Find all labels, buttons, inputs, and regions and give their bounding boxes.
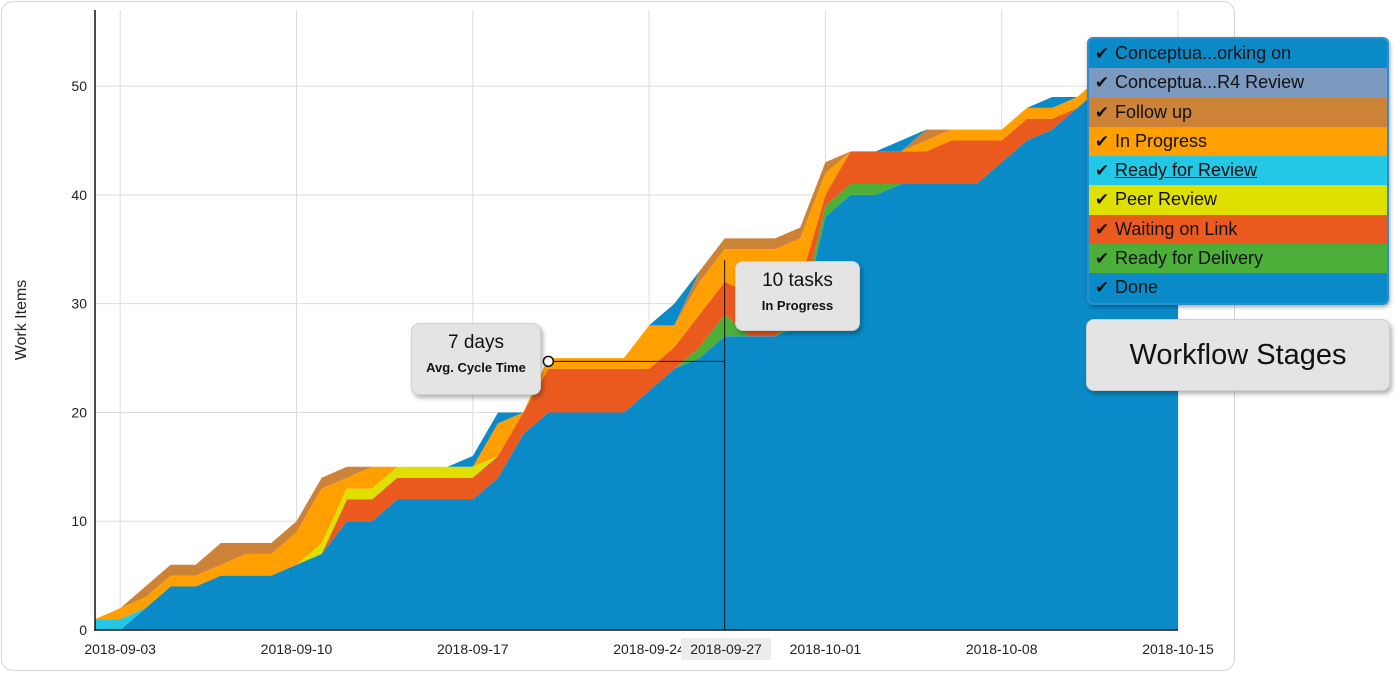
legend-item[interactable]: ✔ Conceptua...R4 Review	[1089, 68, 1387, 98]
area-series	[95, 75, 1178, 631]
legend-item-label: Ready for Review	[1115, 160, 1258, 181]
checkmark-icon[interactable]: ✔	[1094, 278, 1110, 298]
x-tick-label: 2018-09-17	[437, 641, 509, 657]
legend-item[interactable]: ✔ Conceptua...orking on	[1089, 39, 1387, 69]
legend-item[interactable]: ✔ Waiting on Link	[1089, 214, 1387, 245]
area-follow-up	[95, 75, 1178, 620]
legend: ✔ Conceptua...orking on ✔ Conceptua...R4 Re…	[1087, 37, 1389, 305]
legend-item[interactable]: ✔ Follow up	[1089, 97, 1387, 127]
wip-value: 10 tasks	[762, 270, 833, 291]
y-tick-label: 0	[79, 622, 87, 638]
legend-item-label: Conceptua...R4 Review	[1115, 72, 1305, 93]
checkmark-icon[interactable]: ✔	[1094, 219, 1110, 239]
wip-callout[interactable]: 10 tasks In Progress	[735, 261, 860, 331]
workflow-stages-button[interactable]: Workflow Stages	[1086, 319, 1390, 391]
y-tick-label: 50	[71, 78, 87, 94]
area-in-progress	[95, 75, 1178, 620]
checkmark-icon[interactable]: ✔	[1094, 161, 1110, 181]
legend-item-label: Waiting on Link	[1115, 218, 1238, 239]
x-tick-label: 2018-10-01	[790, 641, 862, 657]
cycle-time-callout[interactable]: 7 days Avg. Cycle Time	[411, 323, 541, 395]
legend-item[interactable]: ✔ In Progress	[1089, 126, 1387, 157]
cycle-time-value: 7 days	[448, 332, 504, 353]
annotation-lines	[542, 260, 726, 630]
checkmark-icon[interactable]: ✔	[1094, 102, 1110, 122]
y-tick-label: 10	[71, 513, 87, 529]
y-axis-title: Work Items	[13, 280, 30, 361]
checkmark-icon[interactable]: ✔	[1094, 44, 1110, 63]
y-tick-label: 40	[71, 187, 87, 203]
x-tick-label: 2018-09-03	[84, 641, 156, 657]
legend-item[interactable]: ✔ Ready for Review	[1089, 156, 1387, 186]
area-done	[95, 86, 1178, 631]
x-tick-label: 2018-09-24	[613, 641, 685, 657]
cursor-date-badge: 2018-09-27	[681, 638, 771, 660]
legend-item-label: Done	[1115, 277, 1159, 298]
cycle-time-marker[interactable]	[542, 355, 555, 368]
legend-item-label: In Progress	[1115, 130, 1208, 151]
legend-item[interactable]: ✔ Ready for Delivery	[1089, 244, 1387, 274]
axes: 0 10 20 30 40 50 2018-09-03 2018-09-10 2018-09-1…	[71, 10, 1214, 657]
x-tick-label: 2018-10-15	[1142, 641, 1214, 657]
wip-label: In Progress	[761, 298, 834, 313]
checkmark-icon[interactable]: ✔	[1094, 249, 1110, 269]
legend-item-label: Ready for Delivery	[1115, 248, 1264, 269]
checkmark-icon[interactable]: ✔	[1094, 131, 1110, 151]
y-tick-label: 20	[71, 404, 87, 420]
legend-item-label: Conceptua...orking on	[1115, 43, 1292, 63]
checkmark-icon[interactable]: ✔	[1094, 190, 1110, 210]
x-tick-label: 2018-09-10	[261, 641, 333, 657]
legend-item-label: Follow up	[1115, 101, 1193, 122]
cycle-time-label: Avg. Cycle Time	[426, 360, 526, 375]
checkmark-icon[interactable]: ✔	[1094, 73, 1110, 93]
legend-item[interactable]: ✔ Peer Review	[1089, 185, 1387, 215]
legend-item-label: Peer Review	[1115, 189, 1218, 210]
area-peer-review	[95, 86, 1178, 631]
legend-item[interactable]: ✔ Done	[1089, 273, 1387, 303]
x-tick-label: 2018-10-08	[966, 641, 1038, 657]
y-tick-label: 30	[71, 296, 87, 312]
